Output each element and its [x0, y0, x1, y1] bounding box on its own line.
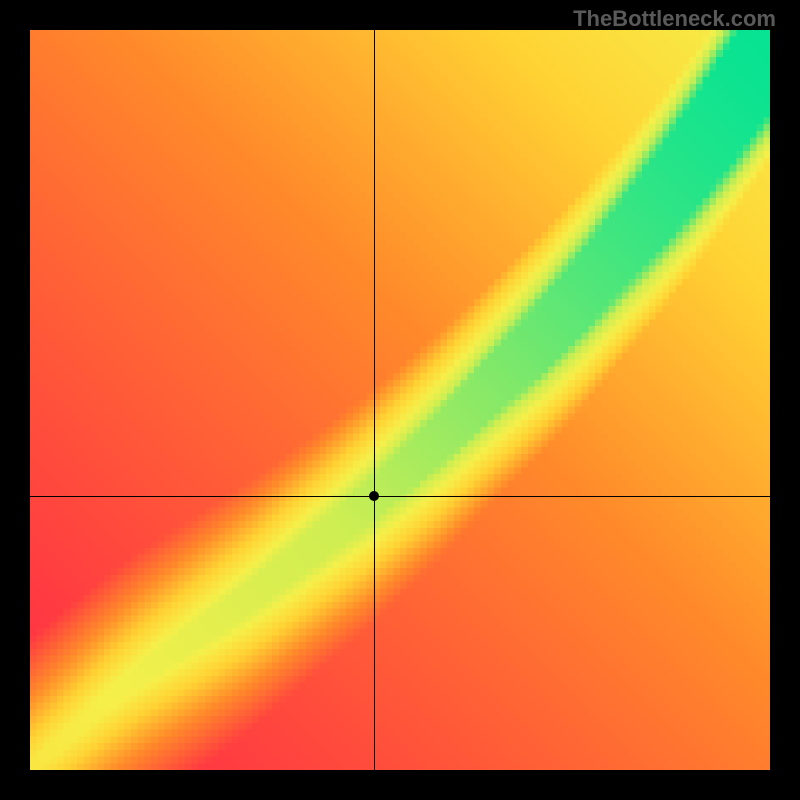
heatmap-canvas [30, 30, 770, 770]
crosshair-vertical [374, 30, 375, 770]
crosshair-horizontal [30, 496, 770, 497]
watermark: TheBottleneck.com [573, 6, 776, 32]
focus-marker [369, 491, 379, 501]
plot-area [30, 30, 770, 770]
